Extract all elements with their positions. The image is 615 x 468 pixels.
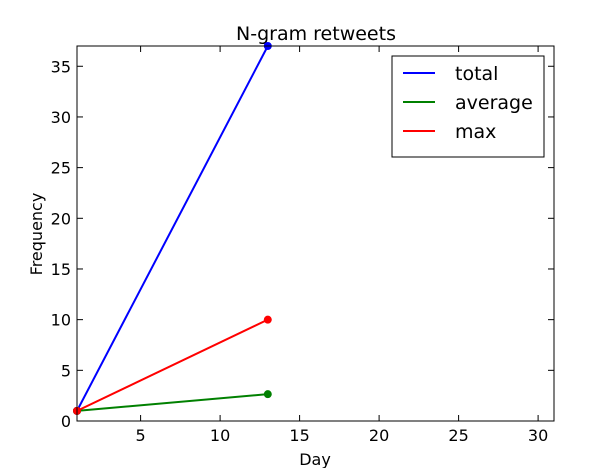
x-tick-label: 30	[528, 426, 548, 445]
x-tick-label: 20	[369, 426, 389, 445]
legend: total average max	[391, 55, 545, 158]
legend-label-max: max	[455, 121, 496, 143]
series-line-max	[76, 318, 269, 412]
x-axis-label: Day	[299, 450, 331, 468]
y-tick-label: 0	[61, 412, 71, 431]
legend-label-average: average	[455, 92, 533, 114]
x-tick-label: 25	[448, 426, 468, 445]
series-line-total	[76, 45, 269, 412]
x-tick-label: 15	[289, 426, 309, 445]
y-tick-label: 20	[51, 209, 71, 228]
y-tick-label: 25	[51, 159, 71, 178]
plot-frame	[76, 45, 555, 422]
x-tick-label: 10	[210, 426, 230, 445]
data-point-max	[263, 315, 272, 324]
y-tick-label: 10	[51, 311, 71, 330]
chart-title: N-gram retweets	[236, 23, 396, 45]
x-tick-label: 5	[136, 426, 146, 445]
y-tick-label: 5	[61, 361, 71, 380]
y-tick-label: 15	[51, 260, 71, 279]
y-tick-label: 30	[51, 108, 71, 127]
legend-label-total: total	[455, 63, 498, 85]
data-point-average	[263, 390, 272, 399]
y-tick-label: 35	[51, 57, 71, 76]
y-axis-label: Frequency	[27, 193, 46, 276]
series-line-average	[76, 393, 268, 412]
